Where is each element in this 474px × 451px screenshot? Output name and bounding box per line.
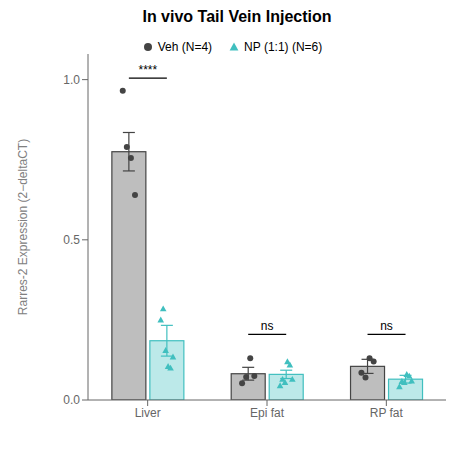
svg-text:ns: ns [380, 319, 393, 333]
svg-text:****: **** [139, 63, 158, 77]
svg-text:Epi fat: Epi fat [250, 406, 285, 420]
svg-text:0.5: 0.5 [63, 233, 80, 247]
svg-text:ns: ns [261, 319, 274, 333]
svg-text:RP fat: RP fat [370, 406, 404, 420]
svg-text:1.0: 1.0 [63, 73, 80, 87]
svg-text:Rarres-2 Expression (2−deltaCT: Rarres-2 Expression (2−deltaCT) [16, 139, 30, 315]
html-text:Veh (N=4): Veh (N=4) [157, 40, 213, 54]
svg-text:0.0: 0.0 [63, 393, 80, 407]
html-text:NP (1:1) (N=6): NP (1:1) (N=6) [244, 40, 323, 54]
svg-text:Liver: Liver [135, 406, 161, 420]
html-text:In vivo Tail Vein Injection: In vivo Tail Vein Injection [142, 8, 332, 25]
